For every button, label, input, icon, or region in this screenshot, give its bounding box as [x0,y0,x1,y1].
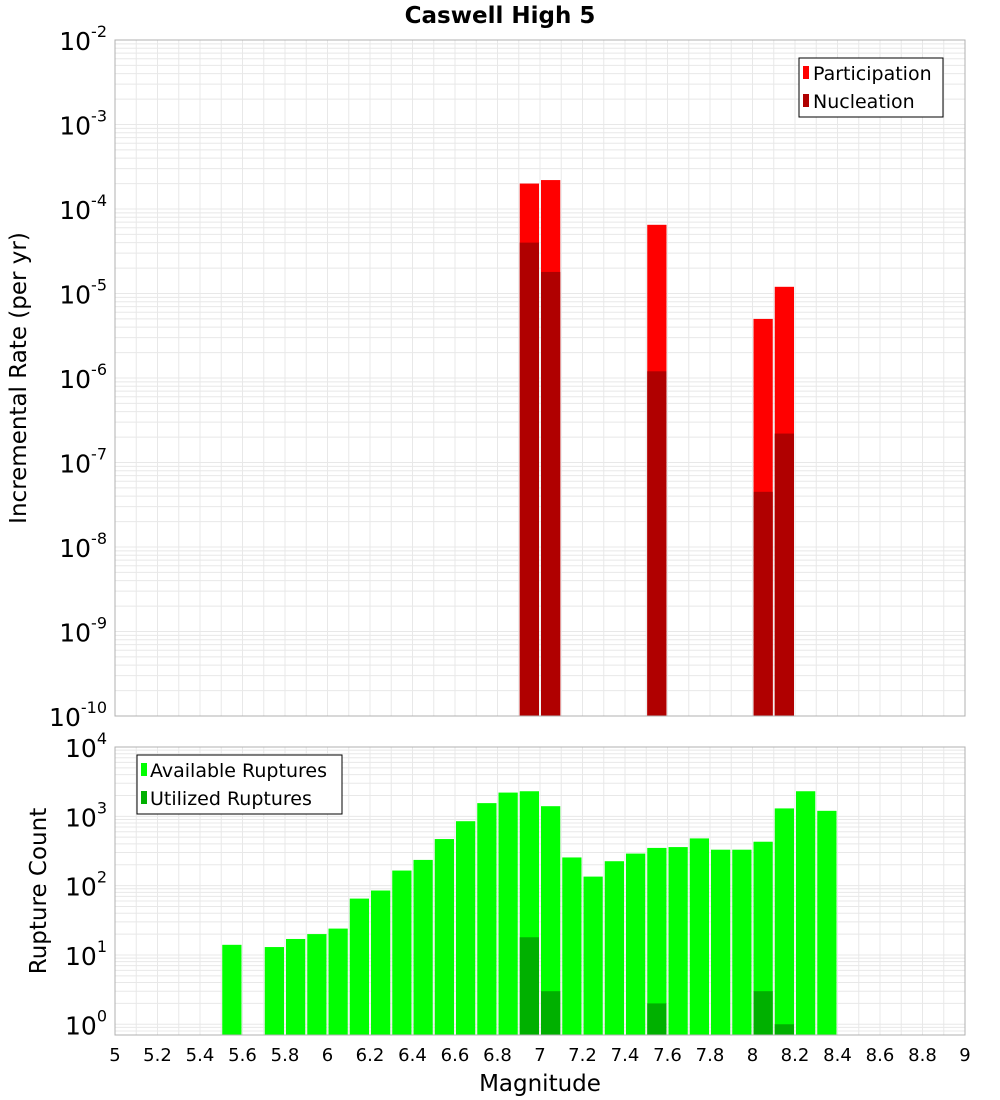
bot-bar-utilized-ruptures [774,1024,794,1035]
bot-bar-available-ruptures [626,853,646,1035]
top-legend-box [798,57,944,118]
x-tick-label: 6.2 [356,1045,385,1066]
top-bar-nucleation [519,242,539,717]
legend-swatch-available [141,763,147,776]
x-tick-label: 5.4 [186,1045,215,1066]
x-tick-label: 8.8 [908,1045,937,1066]
x-tick-label: 6.4 [398,1045,427,1066]
bot-y-tick-label: 101 [65,937,107,971]
legend-swatch-nucleation [803,94,809,107]
bot-bar-available-ruptures [668,847,688,1035]
bot-bar-available-ruptures [349,898,369,1035]
bot-bar-available-ruptures [413,859,433,1035]
bot-bar-available-ruptures [286,938,306,1035]
bot-bar-available-ruptures [541,806,561,1035]
x-tick-label: 7 [534,1045,545,1066]
legend-swatch-participation [803,66,809,79]
bot-bar-utilized-ruptures [541,991,561,1035]
bot-bar-available-ruptures [796,791,816,1035]
top-y-tick-label: 10-5 [59,276,107,310]
bot-bar-available-ruptures [264,947,284,1035]
x-tick-label: 5 [109,1045,120,1066]
bot-bar-available-ruptures [774,808,794,1035]
x-tick-label: 6.8 [483,1045,512,1066]
bottom-legend-box [136,754,343,815]
top-y-tick-labels: 10-10 10-9 10-8 10-7 10-6 10-5 10-4 10-3 10-2 [49,22,107,732]
x-tick-label: 7.6 [653,1045,682,1066]
bottom-y-axis-label: Rupture Count [26,808,52,974]
legend-swatch-utilized [141,791,147,804]
bot-bar-available-ruptures [583,876,603,1035]
bottom-panel: 100 101 102 103 104 Rupture Count Available … [26,729,966,1040]
top-y-tick-label: 10-2 [59,22,107,56]
bot-bar-utilized-ruptures [519,937,539,1035]
top-plot-frame [114,39,966,717]
legend-label-participation: Participation [813,63,932,85]
bot-bar-available-ruptures [689,838,709,1035]
x-tick-labels: 5 5.2 5.4 5.6 5.8 6 6.2 6.4 6.6 6.8 7 7.2 7.4 7.6 7.8 8… [109,1045,970,1066]
top-y-tick-label: 10-4 [59,191,107,225]
bot-bar-available-ruptures [434,839,454,1035]
bot-bar-utilized-ruptures [753,991,773,1035]
bot-y-tick-label: 102 [65,868,107,902]
top-y-tick-label: 10-8 [59,529,107,563]
x-tick-label: 5.6 [228,1045,257,1066]
x-tick-label: 8.6 [866,1045,895,1066]
x-tick-label: 7.2 [568,1045,597,1066]
top-panel: 10-10 10-9 10-8 10-7 10-6 10-5 10-4 10-3 10-2 In… [6,22,966,732]
chart-title: Caswell High 5 [405,3,596,29]
bot-bar-available-ruptures [647,847,667,1035]
x-tick-label: 8.4 [823,1045,852,1066]
top-y-tick-label: 10-9 [59,614,107,648]
bot-y-tick-label: 103 [65,798,107,832]
top-bar-nucleation [541,271,561,716]
legend-label-available: Available Ruptures [150,760,327,782]
bot-bar-available-ruptures [562,857,582,1035]
bot-bar-utilized-ruptures [647,1003,667,1035]
legend-label-utilized: Utilized Ruptures [150,788,312,810]
top-bar-nucleation [647,371,667,716]
top-y-tick-label: 10-3 [59,107,107,141]
x-tick-label: 7.4 [611,1045,640,1066]
top-legend: Participation Nucleation [798,57,944,118]
legend-label-nucleation: Nucleation [813,91,915,113]
bot-bar-available-ruptures [753,841,773,1035]
x-tick-label: 9 [959,1045,970,1066]
x-tick-label: 5.8 [271,1045,300,1066]
top-grid [114,39,966,717]
x-tick-label: 6.6 [441,1045,470,1066]
bot-bar-available-ruptures [817,810,837,1035]
bot-bar-available-ruptures [477,803,497,1035]
bot-bar-available-ruptures [711,849,731,1035]
bottom-y-tick-labels: 100 101 102 103 104 [65,729,107,1040]
bot-y-tick-label: 100 [65,1006,107,1040]
top-bar-nucleation [774,433,794,716]
bot-bar-available-ruptures [392,870,412,1035]
bottom-plot-frame [114,746,966,1036]
bottom-legend: Available Ruptures Utilized Ruptures [136,754,343,815]
bottom-bars [222,791,837,1035]
bot-bar-available-ruptures [307,934,327,1035]
top-bar-nucleation [753,491,773,716]
bot-y-tick-label: 104 [65,729,107,763]
x-tick-label: 6 [322,1045,333,1066]
top-y-tick-label: 10-6 [59,360,107,394]
bot-bar-available-ruptures [328,928,348,1035]
top-y-tick-label: 10-10 [49,698,107,732]
x-axis-label: Magnitude [479,1071,601,1097]
bot-bar-available-ruptures [371,890,391,1035]
x-tick-label: 7.8 [696,1045,725,1066]
top-y-tick-label: 10-7 [59,445,107,479]
bot-bar-available-ruptures [732,849,752,1035]
x-tick-label: 8 [747,1045,758,1066]
top-bars [519,180,794,717]
x-tick-label: 5.2 [143,1045,172,1066]
top-y-axis-label: Incremental Rate (per yr) [6,232,32,524]
bot-bar-available-ruptures [222,944,242,1035]
bot-bar-available-ruptures [456,821,476,1035]
bot-bar-available-ruptures [498,792,518,1035]
x-tick-label: 8.2 [781,1045,810,1066]
bot-bar-available-ruptures [604,861,624,1035]
